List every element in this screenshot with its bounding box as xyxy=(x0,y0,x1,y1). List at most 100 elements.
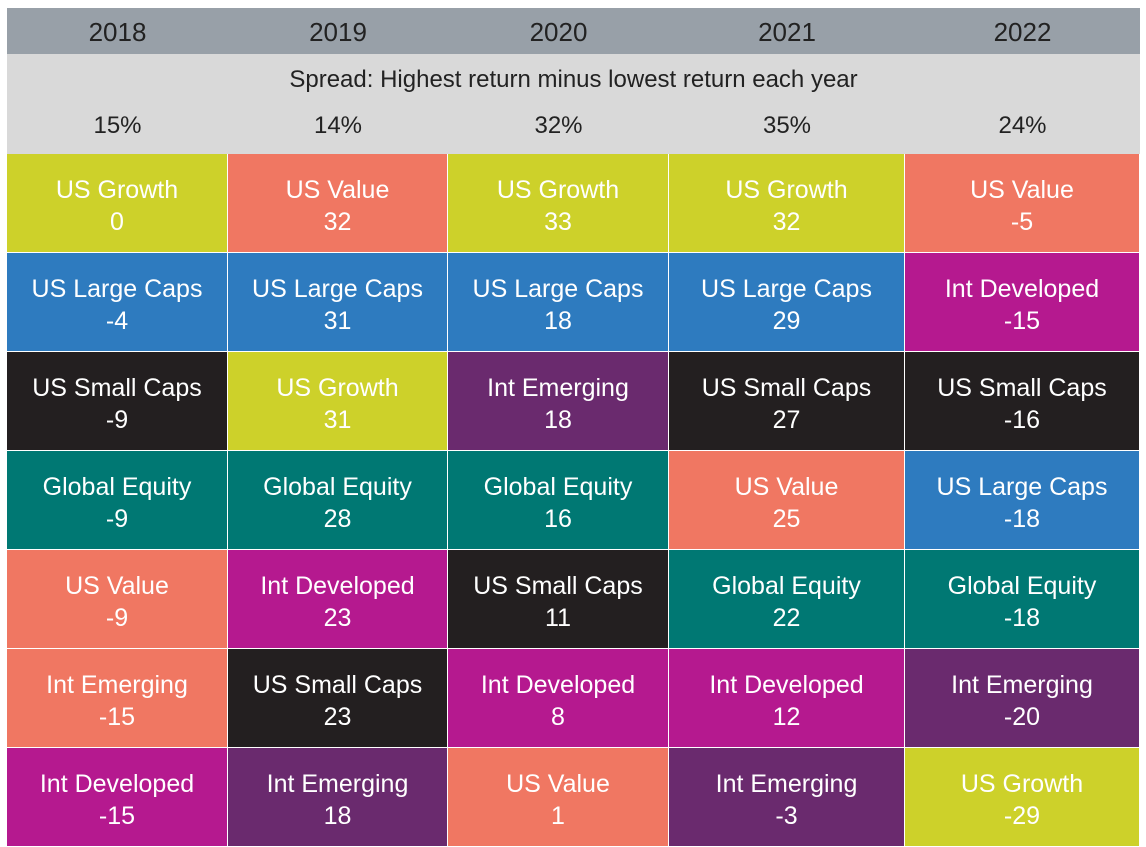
asset-tile: US Small Caps -9 xyxy=(7,352,228,451)
asset-return: -15 xyxy=(1003,307,1041,335)
asset-return: 33 xyxy=(544,208,572,236)
asset-return: 18 xyxy=(544,406,572,434)
asset-return: 8 xyxy=(551,703,565,731)
asset-name: Int Developed xyxy=(260,572,415,600)
asset-return: -4 xyxy=(105,307,129,335)
asset-name: US Large Caps xyxy=(472,275,644,303)
asset-name: Global Equity xyxy=(483,473,633,501)
asset-return: 23 xyxy=(323,703,352,731)
asset-return: -5 xyxy=(1010,208,1034,236)
asset-name: US Growth xyxy=(725,176,848,204)
asset-tile: US Growth 0 xyxy=(7,154,228,253)
asset-name: US Value xyxy=(970,176,1074,204)
asset-return: -20 xyxy=(1003,703,1041,731)
asset-tile: Global Equity -18 xyxy=(905,550,1140,649)
asset-return: 16 xyxy=(544,505,572,533)
year-label-2020: 2020 xyxy=(529,17,588,47)
asset-tile: Int Developed 23 xyxy=(228,550,448,649)
asset-tile: US Value 32 xyxy=(228,154,448,253)
asset-return: 25 xyxy=(772,505,801,533)
asset-return: 31 xyxy=(323,406,352,434)
asset-tile: US Large Caps 29 xyxy=(669,253,905,352)
asset-name: Global Equity xyxy=(263,473,412,501)
asset-return: -3 xyxy=(775,802,798,830)
asset-name: US Growth xyxy=(55,176,179,204)
asset-return: -29 xyxy=(1003,802,1041,830)
asset-tile: US Growth 33 xyxy=(448,154,669,253)
asset-return: 12 xyxy=(772,703,801,731)
asset-name: Global Equity xyxy=(712,572,861,600)
year-label-2018: 2018 xyxy=(88,17,147,47)
asset-name: US Small Caps xyxy=(32,374,202,402)
asset-return: 28 xyxy=(323,505,352,533)
asset-name: US Value xyxy=(734,473,839,501)
year-label-2021: 2021 xyxy=(758,17,816,47)
asset-tile: US Small Caps 23 xyxy=(228,649,448,748)
asset-tile: US Growth -29 xyxy=(905,748,1140,847)
asset-return: -15 xyxy=(98,802,136,830)
asset-tile: US Value 25 xyxy=(669,451,905,550)
asset-tile: Global Equity 22 xyxy=(669,550,905,649)
asset-return: 29 xyxy=(772,307,801,335)
asset-return: 31 xyxy=(323,307,352,335)
spread-value-2022: 24% xyxy=(998,112,1047,139)
asset-name: Int Emerging xyxy=(487,374,629,402)
asset-return: -9 xyxy=(105,604,129,632)
asset-name: US Small Caps xyxy=(473,572,643,600)
asset-tile: US Growth 32 xyxy=(669,154,905,253)
asset-return: 1 xyxy=(551,802,565,830)
asset-return: 18 xyxy=(323,802,352,830)
asset-tile: US Large Caps 18 xyxy=(448,253,669,352)
spread-title: Spread: Highest return minus lowest retu… xyxy=(289,66,858,93)
asset-return: 18 xyxy=(544,307,572,335)
asset-tile: Int Developed 8 xyxy=(448,649,669,748)
asset-tile: Int Developed -15 xyxy=(7,748,228,847)
asset-name: Int Developed xyxy=(39,770,195,798)
asset-tile: Global Equity -9 xyxy=(7,451,228,550)
asset-return: -18 xyxy=(1003,505,1041,533)
asset-return: -18 xyxy=(1003,604,1041,632)
asset-return: -9 xyxy=(105,406,129,434)
asset-name: Int Emerging xyxy=(46,671,188,699)
asset-tile: Global Equity 28 xyxy=(228,451,448,550)
asset-tile: Global Equity 16 xyxy=(448,451,669,550)
asset-return: -16 xyxy=(1003,406,1041,434)
asset-tile: US Value -5 xyxy=(905,154,1140,253)
asset-name: US Small Caps xyxy=(937,374,1107,402)
year-header-row xyxy=(7,8,1140,54)
asset-tile: US Value -9 xyxy=(7,550,228,649)
asset-name: US Large Caps xyxy=(31,275,203,303)
spread-band xyxy=(7,54,1140,154)
asset-tile: US Small Caps 11 xyxy=(448,550,669,649)
asset-name: Int Emerging xyxy=(951,671,1093,699)
asset-tile: US Large Caps -18 xyxy=(905,451,1140,550)
asset-name: US Large Caps xyxy=(701,275,872,303)
asset-tile: Int Developed 12 xyxy=(669,649,905,748)
asset-name: Global Equity xyxy=(947,572,1097,600)
asset-tile: Int Emerging -3 xyxy=(669,748,905,847)
year-label-2022: 2022 xyxy=(993,17,1052,47)
asset-name: Int Developed xyxy=(709,671,864,699)
asset-tile: US Growth 31 xyxy=(228,352,448,451)
asset-name: Int Emerging xyxy=(715,770,858,798)
asset-tile: Int Emerging -15 xyxy=(7,649,228,748)
asset-tile: US Value 1 xyxy=(448,748,669,847)
asset-return: 32 xyxy=(772,208,801,236)
asset-return: 22 xyxy=(772,604,801,632)
asset-tile: US Large Caps 31 xyxy=(228,253,448,352)
spread-value-2018: 15% xyxy=(93,112,142,139)
asset-name: US Small Caps xyxy=(701,374,872,402)
asset-tile: Int Emerging -20 xyxy=(905,649,1140,748)
asset-return: 32 xyxy=(323,208,352,236)
asset-tile: US Large Caps -4 xyxy=(7,253,228,352)
asset-name: US Value xyxy=(65,572,169,600)
asset-name: US Large Caps xyxy=(252,275,423,303)
asset-name: US Growth xyxy=(960,770,1084,798)
asset-return: 27 xyxy=(772,406,801,434)
spread-value-2019: 14% xyxy=(313,112,363,139)
asset-return: 0 xyxy=(110,208,124,236)
asset-tile: US Small Caps -16 xyxy=(905,352,1140,451)
asset-return: 11 xyxy=(545,604,571,632)
asset-name: US Value xyxy=(285,176,390,204)
asset-tile: Int Emerging 18 xyxy=(448,352,669,451)
